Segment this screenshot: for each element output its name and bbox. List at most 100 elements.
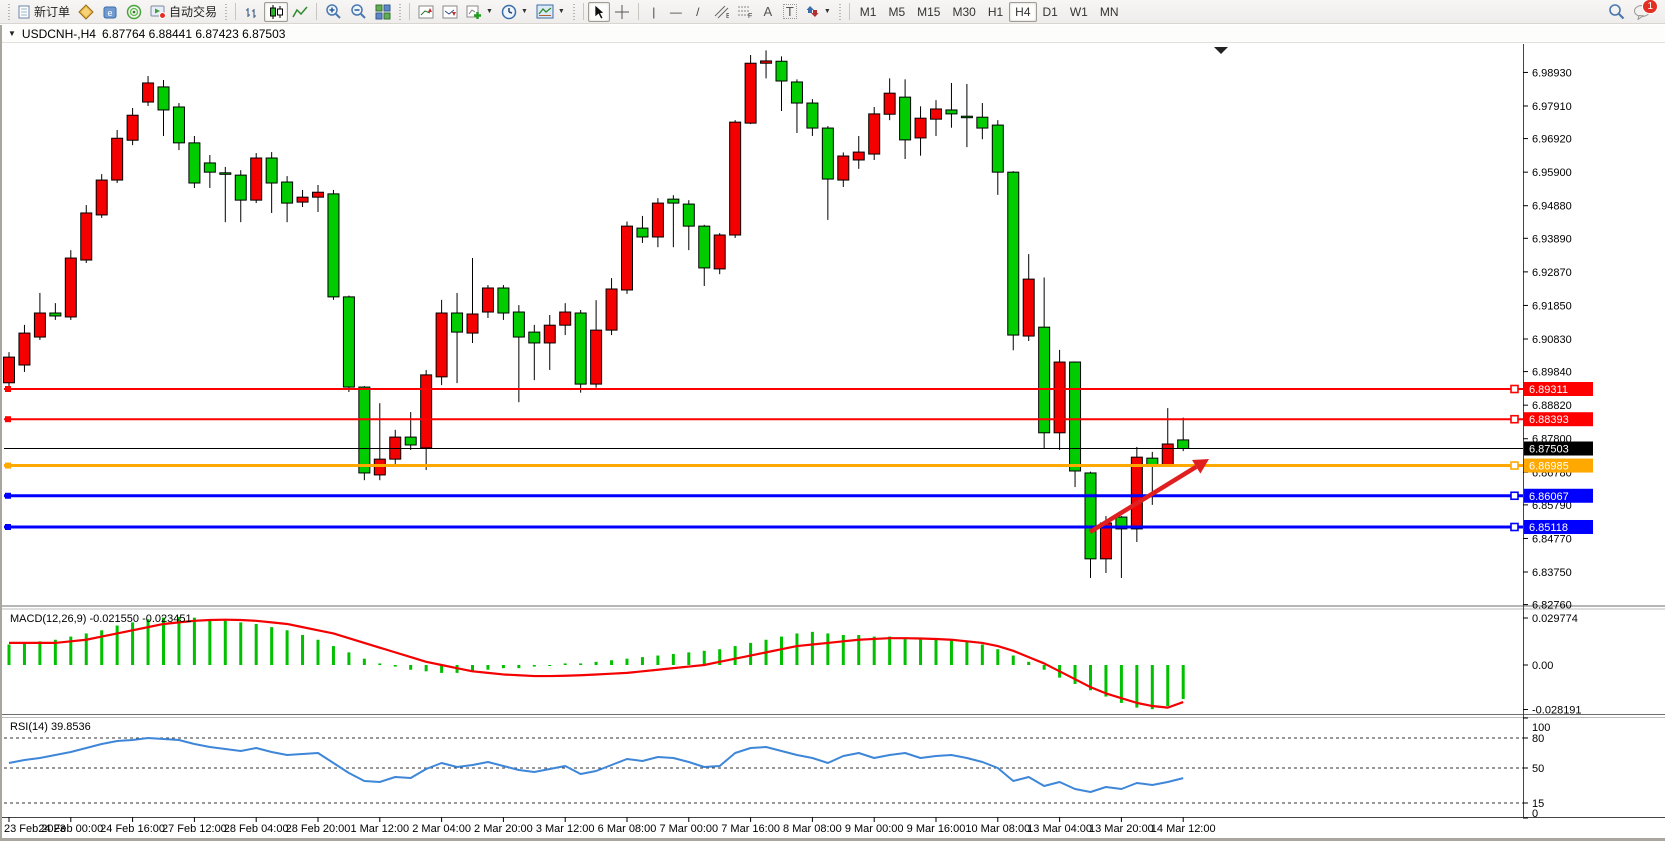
new-order-label: 新订单 — [34, 5, 71, 19]
macd-histogram-bar — [640, 657, 644, 665]
horizontal-line-tool-button[interactable]: — — [665, 2, 687, 22]
toolbar-grip[interactable] — [7, 3, 11, 20]
line-chart-type-button[interactable] — [288, 2, 312, 22]
chart-arrow-up-icon — [418, 5, 434, 18]
new-order-button[interactable]: 新订单 — [14, 2, 74, 22]
candlestick-chart-type-button[interactable] — [264, 1, 289, 22]
line-handle-right[interactable] — [1510, 522, 1519, 532]
price-line-6.88393[interactable]: 6.88393 — [4, 412, 1593, 427]
zoom-in-button[interactable] — [321, 2, 346, 22]
timeframe-m5-button[interactable]: M5 — [888, 4, 906, 19]
line-handle-right[interactable] — [1510, 491, 1519, 501]
line-handle-right[interactable] — [1510, 461, 1519, 470]
fibonacci-tool-button[interactable]: F — [733, 2, 757, 22]
line-handle-left[interactable] — [5, 386, 11, 392]
bar-chart-type-button[interactable] — [240, 2, 264, 22]
line-handle-left[interactable] — [5, 462, 11, 469]
arrows-tool-button[interactable]: ▼ — [801, 2, 835, 22]
candlestick-series[interactable] — [3, 50, 1190, 578]
auto-trading-button[interactable]: 自动交易 — [146, 2, 221, 22]
crosshair-tool-button[interactable] — [610, 2, 634, 22]
macd-histogram-bar — [1150, 665, 1154, 710]
timeframe-w1-button[interactable]: W1 — [1069, 4, 1088, 19]
toolbar-grip[interactable] — [837, 3, 842, 20]
line-handle-left[interactable] — [5, 416, 11, 423]
candle-body — [1007, 171, 1020, 336]
price-marker-value: 6.87503 — [1529, 444, 1569, 456]
price-marker-value: 6.85118 — [1529, 522, 1568, 534]
period-button[interactable]: ▼ — [497, 2, 532, 22]
macd-histogram-bar — [1104, 665, 1108, 697]
channel-tool-button[interactable]: E — [709, 2, 733, 22]
macd-panel[interactable]: 0.029774 0.00 -0.028191 MACD(12,26,9) -0.02… — [7, 613, 1582, 716]
search-button[interactable] — [1604, 2, 1629, 22]
mql-editor-button[interactable] — [74, 2, 98, 22]
toolbar-grip[interactable] — [571, 3, 576, 20]
time-axis-label: 2 Mar 04:00 — [412, 823, 471, 835]
timeframe-d1-button[interactable]: D1 — [1042, 4, 1058, 19]
label-tool-button[interactable]: T — [779, 2, 801, 22]
add-indicator-button[interactable]: ▼ — [462, 2, 497, 22]
auto-trading-label: 自动交易 — [169, 5, 218, 19]
rsi-axis-label: 50 — [1532, 763, 1544, 775]
add-indicator-icon — [466, 5, 482, 19]
toolbar-grip[interactable] — [224, 3, 229, 20]
price-axis[interactable]: 6.99950 6.98930 6.97910 6.96920 6.95900 6.948… — [1523, 44, 1572, 612]
price-line-6.87503[interactable]: 6.87503 — [4, 441, 1593, 456]
candle-body — [790, 81, 803, 104]
metaeditor-button[interactable]: e — [98, 2, 122, 22]
vertical-line-tool-button[interactable]: | — [643, 2, 665, 22]
macd-histogram-bar — [718, 649, 722, 665]
price-line-6.86067[interactable]: 6.86067 — [4, 488, 1593, 503]
chart-arrow-down-icon — [442, 5, 458, 18]
show-history-button[interactable] — [438, 2, 462, 22]
macd-histogram-bar — [563, 663, 567, 665]
chart-shift-marker-icon[interactable] — [1214, 47, 1228, 54]
macd-histogram-bar — [517, 665, 521, 669]
candle-body — [95, 179, 108, 216]
line-handle-left[interactable] — [5, 492, 11, 499]
chart-menu-icon[interactable]: ▼ — [8, 29, 16, 38]
price-line-6.89311[interactable]: 6.89311 — [4, 382, 1593, 396]
template-button[interactable]: ▼ — [532, 2, 569, 22]
price-line-6.85118[interactable]: 6.85118 — [4, 519, 1593, 534]
price-line-6.86985[interactable]: 6.86985 — [4, 458, 1593, 473]
timeframe-mn-button[interactable]: MN — [1099, 4, 1119, 19]
price-axis-label: 6.96920 — [1532, 134, 1572, 146]
price-axis-label: 6.82760 — [1532, 600, 1572, 612]
timeframe-m1-button[interactable]: M1 — [859, 4, 877, 19]
notifications-button[interactable]: 1 — [1629, 0, 1658, 22]
macd-histogram-bar — [702, 650, 706, 665]
chart-title-bar[interactable]: ▼ USDCNH-,H4 6.87764 6.88441 6.87423 6.8… — [2, 25, 1665, 43]
trendline-tool-button[interactable]: / — [687, 2, 709, 22]
toolbar-grip[interactable] — [398, 3, 403, 20]
candle-body — [945, 109, 958, 115]
candle-body — [497, 287, 510, 314]
search-icon — [1609, 4, 1625, 20]
price-axis-label: 6.84770 — [1532, 533, 1572, 545]
news-button[interactable] — [122, 2, 146, 22]
horizontal-line-icon: — — [669, 4, 682, 19]
price-marker-box — [1524, 458, 1593, 473]
zoom-out-icon — [351, 4, 366, 19]
macd-histogram-bar — [378, 663, 382, 665]
line-handle-left[interactable] — [5, 523, 11, 530]
timeframe-m15-button[interactable]: M15 — [917, 4, 941, 19]
line-handle-right[interactable] — [1510, 414, 1519, 424]
line-handle-right[interactable] — [1510, 384, 1519, 394]
macd-histogram-bar — [1089, 665, 1092, 691]
trend-arrow-annotation[interactable] — [1088, 459, 1209, 534]
text-tool-button[interactable]: A — [757, 2, 779, 22]
timeframe-h4-button[interactable]: H4 — [1009, 1, 1037, 22]
zoom-out-button[interactable] — [346, 2, 371, 22]
candle-body — [203, 162, 216, 173]
timeframe-h1-button[interactable]: H1 — [987, 4, 1004, 19]
show-orders-button[interactable] — [414, 2, 438, 22]
tile-windows-button[interactable] — [371, 2, 395, 22]
cursor-tool-button[interactable] — [587, 1, 610, 22]
time-axis-label: 7 Mar 16:00 — [721, 823, 780, 835]
timeframe-m30-button[interactable]: M30 — [952, 4, 976, 19]
